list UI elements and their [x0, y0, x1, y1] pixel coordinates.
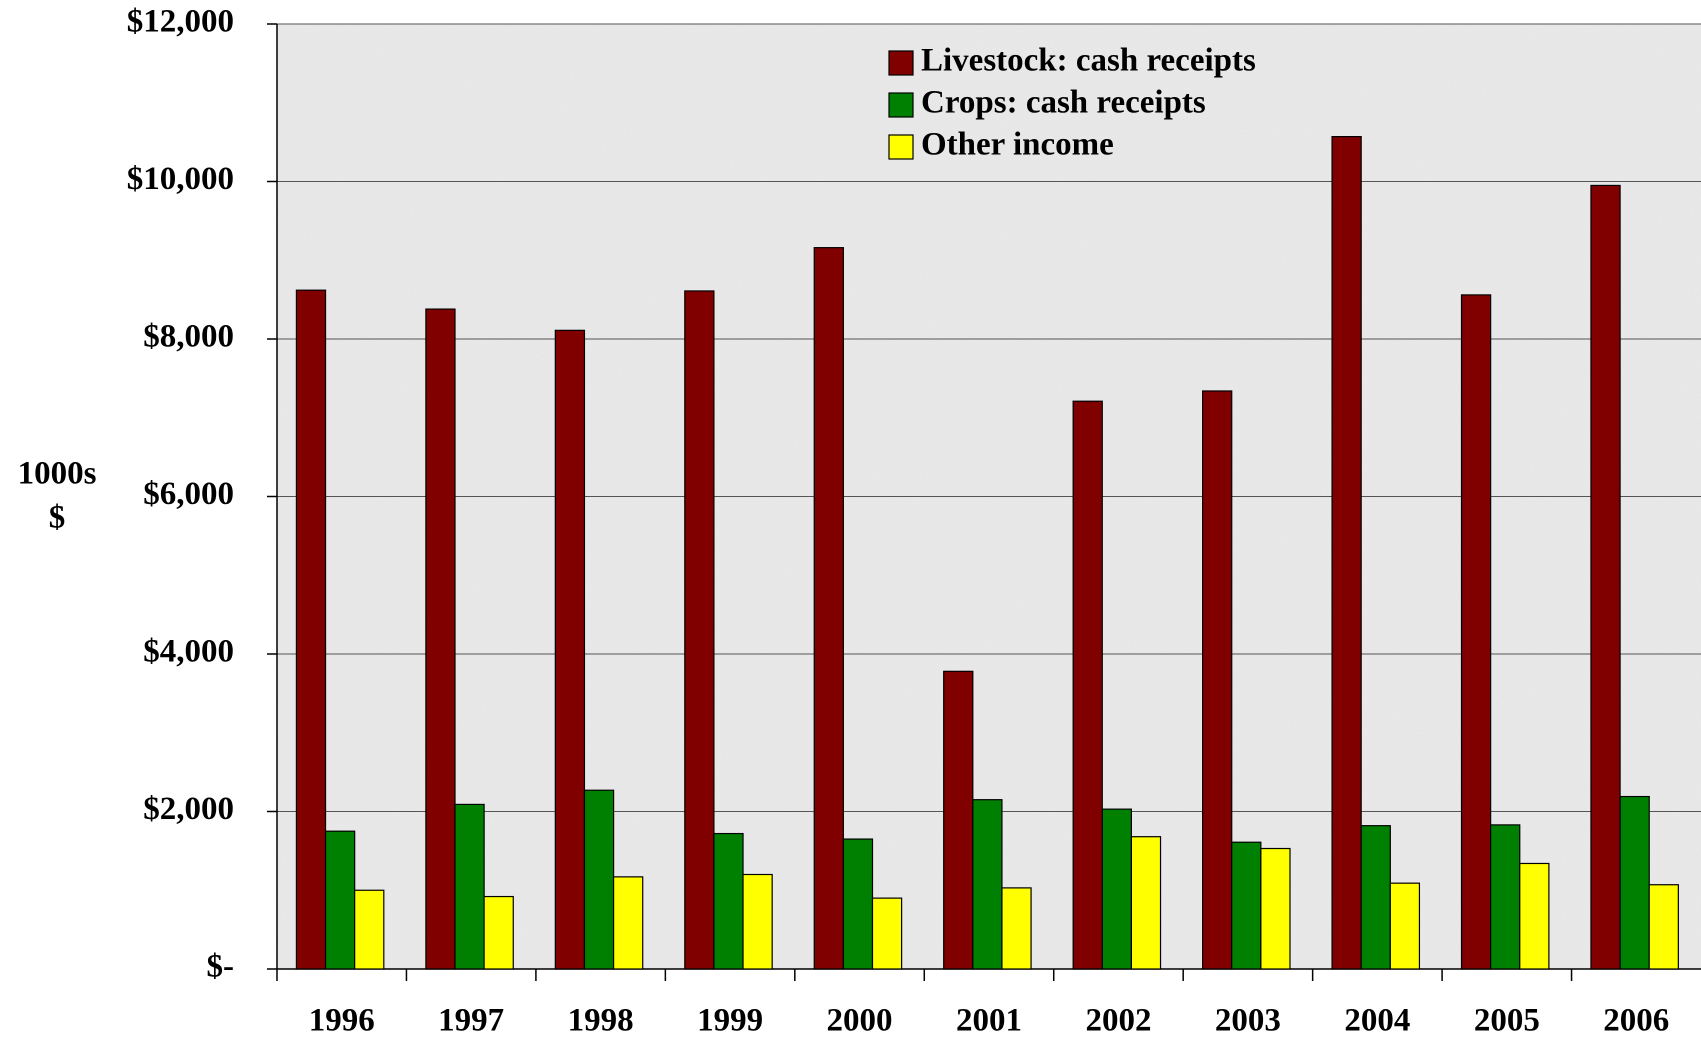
bar: [1231, 841, 1262, 970]
bar: [684, 290, 715, 970]
y-tick-label: $2,000: [143, 791, 234, 827]
bar: [1519, 862, 1550, 970]
bar: [1389, 882, 1421, 970]
bar: [1490, 824, 1521, 970]
bar: [1590, 184, 1621, 970]
bar: [1201, 390, 1233, 970]
bar: [1101, 808, 1132, 970]
y-tick-label: $4,000: [143, 634, 234, 670]
bar: [354, 889, 385, 970]
bar: [1331, 136, 1362, 970]
x-tick-label: 2004: [1344, 1003, 1410, 1039]
x-tick-label: 2002: [1085, 1003, 1151, 1039]
y-tick-label: $8,000: [143, 319, 234, 355]
y-tick-label: $-: [207, 949, 235, 985]
legend-swatch: [888, 134, 914, 160]
x-tick-label: 1997: [438, 1003, 504, 1039]
bar: [972, 799, 1003, 970]
bar: [813, 247, 844, 970]
bar: [742, 873, 773, 970]
x-tick-label: 2005: [1474, 1003, 1540, 1039]
legend-label: Crops: cash receipts: [921, 85, 1206, 121]
y-axis-label: $: [49, 500, 66, 536]
bar: [454, 803, 485, 970]
y-tick-label: $10,000: [127, 161, 234, 197]
x-tick-label: 2006: [1603, 1003, 1669, 1039]
bar: [612, 876, 644, 970]
x-tick-label: 1996: [309, 1003, 375, 1039]
bar: [324, 830, 356, 970]
x-tick-label: 2003: [1215, 1003, 1281, 1039]
bar: [1619, 795, 1650, 970]
bar: [425, 308, 456, 970]
bar: [1001, 887, 1032, 970]
bar: [295, 289, 327, 970]
legend-swatch: [888, 50, 914, 76]
y-tick-label: $6,000: [143, 476, 234, 512]
bar: [583, 789, 615, 970]
bar: [713, 832, 744, 970]
bar: [1130, 836, 1162, 970]
bar: [1072, 400, 1103, 970]
x-tick-label: 2000: [827, 1003, 893, 1039]
legend-swatch: [888, 92, 914, 118]
bar: [554, 329, 586, 970]
x-tick-label: 2001: [956, 1003, 1022, 1039]
bar: [842, 838, 874, 970]
bar: [1360, 825, 1391, 970]
x-tick-label: 1999: [697, 1003, 763, 1039]
bar: [1460, 294, 1492, 970]
bar: [871, 897, 903, 970]
bar: [1260, 847, 1291, 970]
legend-label: Other income: [921, 127, 1114, 163]
bar: [483, 895, 514, 970]
bar: [1648, 884, 1679, 970]
x-tick-label: 1998: [568, 1003, 634, 1039]
y-axis-label: 1000s: [18, 456, 97, 492]
y-tick-label: $12,000: [127, 4, 234, 40]
legend-label: Livestock: cash receipts: [921, 43, 1256, 79]
bar: [943, 670, 974, 970]
